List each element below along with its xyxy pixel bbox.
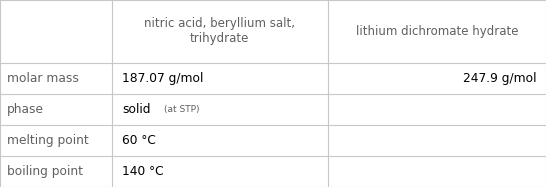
Text: boiling point: boiling point (7, 165, 83, 178)
Text: solid: solid (122, 103, 151, 116)
Text: 60 °C: 60 °C (122, 134, 156, 147)
Text: nitric acid, beryllium salt,
trihydrate: nitric acid, beryllium salt, trihydrate (144, 17, 295, 45)
Text: 187.07 g/mol: 187.07 g/mol (122, 72, 203, 85)
Text: molar mass: molar mass (7, 72, 79, 85)
Text: phase: phase (7, 103, 44, 116)
Text: 140 °C: 140 °C (122, 165, 164, 178)
Text: 247.9 g/mol: 247.9 g/mol (462, 72, 536, 85)
Text: (at STP): (at STP) (164, 105, 199, 114)
Text: lithium dichromate hydrate: lithium dichromate hydrate (355, 25, 518, 38)
Text: melting point: melting point (7, 134, 89, 147)
